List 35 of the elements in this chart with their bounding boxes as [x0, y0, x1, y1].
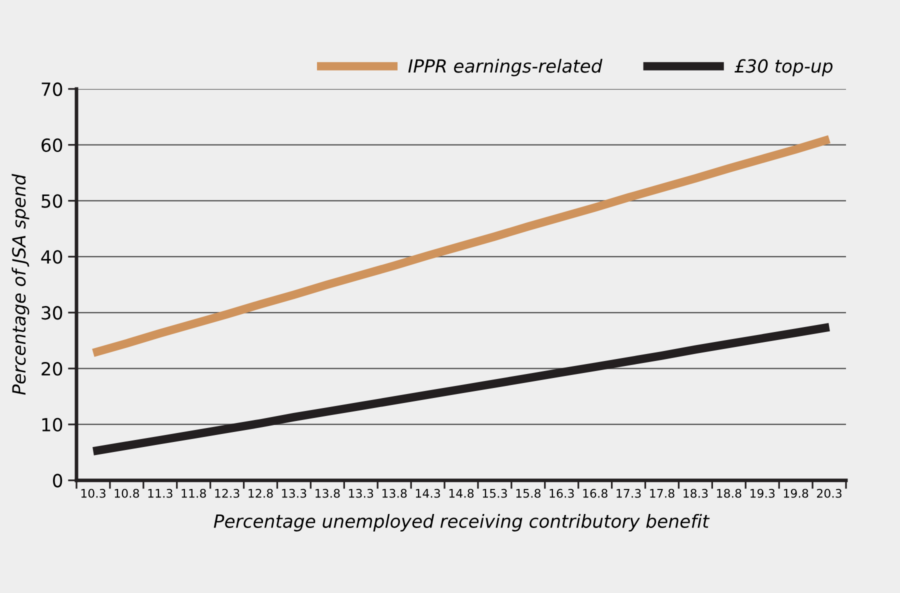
y-axis-title: Percentage of JSA spend [12, 174, 30, 395]
x-tick-label: 12.3 [215, 488, 240, 498]
x-tick-label: 10.3 [81, 488, 106, 498]
y-tick-label: 50 [42, 194, 62, 208]
y-tick-label: 60 [42, 138, 62, 152]
y-tick-label: 20 [42, 362, 62, 376]
x-tick-label: 13.8 [316, 488, 340, 498]
y-tick-label: 70 [42, 82, 62, 96]
y-tick-label: 30 [42, 306, 62, 320]
x-tick-label: 14.3 [416, 488, 440, 498]
x-tick-label: 15.3 [482, 488, 507, 498]
x-tick-label: 11.8 [182, 488, 206, 498]
x-tick-label: 20.3 [816, 488, 842, 498]
x-tick-label: 11.3 [148, 488, 172, 498]
x-tick-label: 18.8 [717, 488, 742, 498]
x-tick-label: 12.8 [248, 488, 273, 498]
x-tick-label: 18.3 [684, 488, 708, 498]
x-tick-label: 10.8 [114, 488, 140, 498]
x-tick-label: 13.3 [349, 488, 374, 498]
x-tick-label: 13.8 [382, 488, 407, 498]
x-axis-title: Percentage unemployed receiving contributory benefit [214, 514, 710, 532]
y-tick-label: 10 [42, 418, 62, 432]
x-tick-label: 17.3 [616, 488, 641, 498]
x-tick-label: 17.8 [650, 488, 674, 498]
x-tick-label: 19.3 [750, 488, 775, 498]
y-tick-label: 40 [41, 250, 62, 264]
x-tick-label: 15.8 [516, 488, 540, 498]
x-tick-label: 14.8 [449, 488, 474, 498]
x-tick-label: 13.3 [282, 488, 306, 498]
y-tick-label: 0 [53, 474, 62, 488]
legend-label: IPPR earnings-related [408, 58, 602, 76]
x-tick-label: 16.3 [550, 488, 574, 498]
x-tick-label: 16.8 [583, 488, 608, 498]
legend-label: £30 top-up [734, 59, 833, 76]
x-tick-label: 19.8 [784, 488, 808, 498]
